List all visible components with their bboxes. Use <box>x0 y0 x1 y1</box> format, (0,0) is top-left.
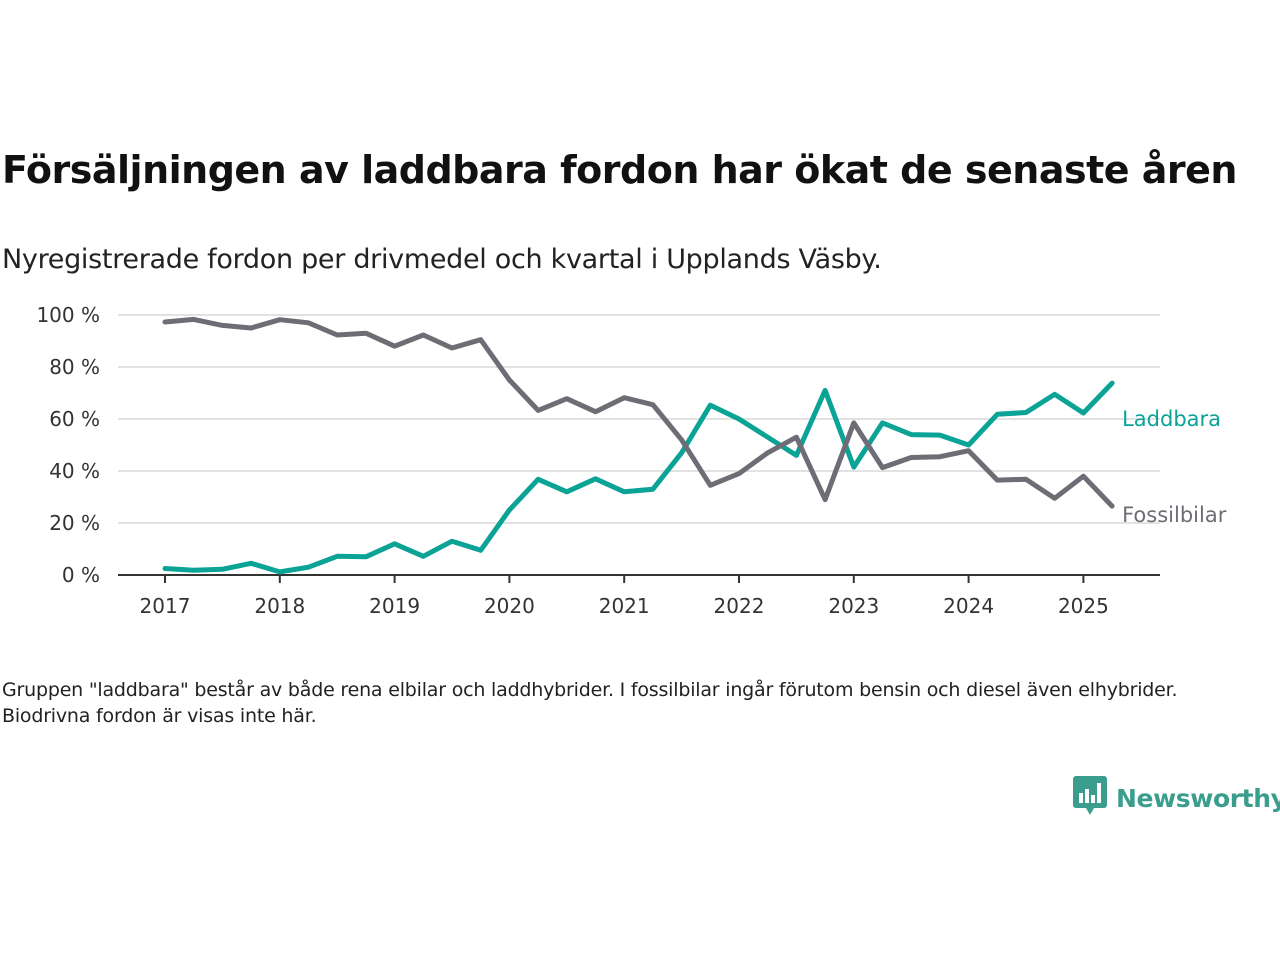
x-tick-label: 2017 <box>140 594 191 618</box>
brand-name: Newsworthy <box>1116 783 1280 813</box>
y-tick-label: 0 % <box>62 563 100 587</box>
x-tick-label: 2024 <box>943 594 994 618</box>
x-tick-label: 2019 <box>369 594 420 618</box>
series-label-laddbara: Laddbara <box>1122 407 1221 431</box>
x-tick-label: 2020 <box>484 594 535 618</box>
x-tick-label: 2023 <box>828 594 879 618</box>
footnote: Gruppen "laddbara" består av både rena e… <box>2 679 1178 727</box>
newsworthy-logo-icon <box>1072 775 1108 821</box>
gridlines <box>118 314 1160 576</box>
newsworthy-brand[interactable]: Newsworthy <box>1072 776 1280 820</box>
x-axis-tick-labels: 2017 2018 2019 2020 2021 2022 2023 2024 2025 <box>140 575 1109 618</box>
x-tick-label: 2025 <box>1058 594 1109 618</box>
y-tick-label: 20 % <box>49 511 100 535</box>
series-line-laddbara <box>162 380 1115 575</box>
y-axis-tick-labels: 0 % 20 % 40 % 60 % 80 % 100 % <box>36 303 100 587</box>
series-label-fossilbilar: Fossilbilar <box>1122 503 1227 527</box>
series-labels: Laddbara Fossilbilar <box>1122 407 1227 527</box>
x-tick-label: 2018 <box>254 594 305 618</box>
x-tick-label: 2021 <box>599 594 650 618</box>
y-tick-label: 40 % <box>49 459 100 483</box>
chart-title: Försäljningen av laddbara fordon har öka… <box>2 148 1237 192</box>
chart-subtitle: Nyregistrerade fordon per drivmedel och … <box>2 244 882 275</box>
y-tick-label: 100 % <box>36 303 100 327</box>
series-line-fossilbilar <box>162 316 1115 509</box>
y-tick-label: 80 % <box>49 355 100 379</box>
y-tick-label: 60 % <box>49 407 100 431</box>
x-tick-label: 2022 <box>714 594 765 618</box>
series-lines <box>162 316 1115 575</box>
line-chart: 0 % 20 % 40 % 60 % 80 % 100 % 2017 2018 2019 202… <box>36 303 1227 618</box>
